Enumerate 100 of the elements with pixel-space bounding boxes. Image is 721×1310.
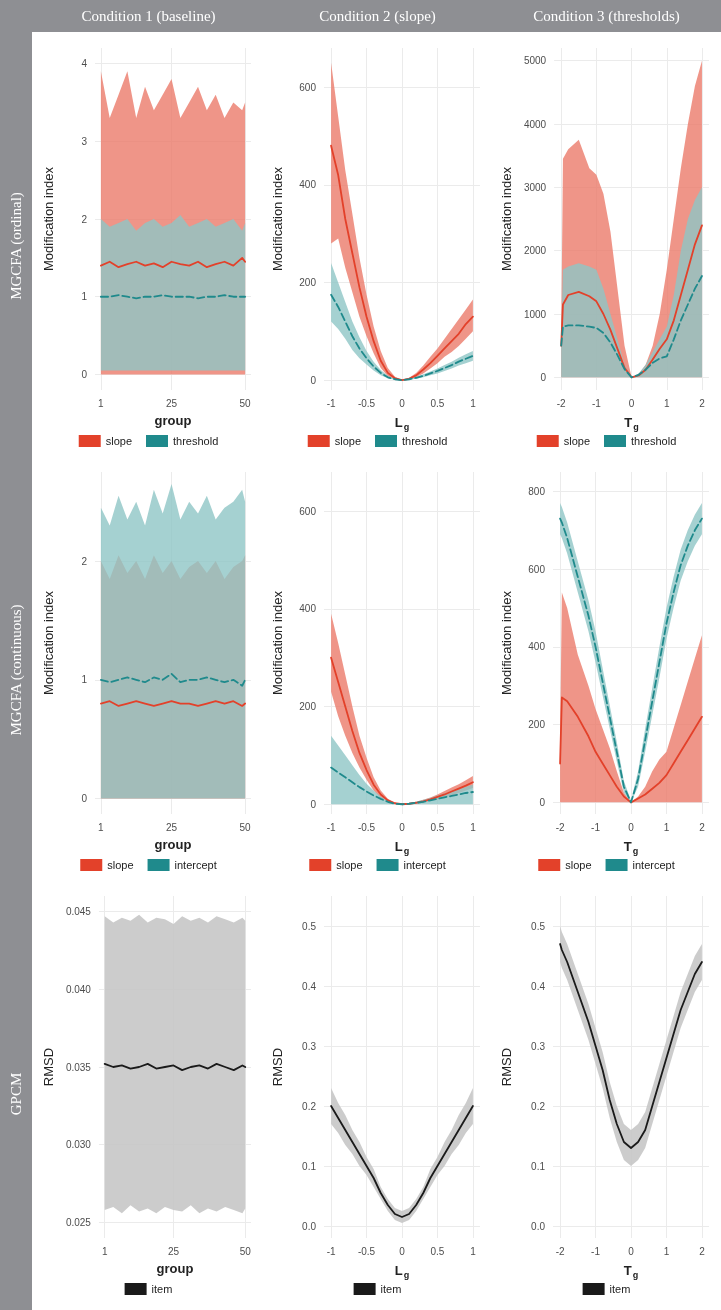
y-axis-title: Modification index: [499, 590, 514, 696]
x-tick-label: 2: [699, 821, 706, 833]
x-tick-label: 1: [470, 397, 477, 409]
legend-label: intercept: [403, 859, 446, 871]
y-axis-title: Modification index: [270, 590, 285, 696]
y-tick-label: 0.2: [531, 1100, 546, 1112]
x-tick-label: 50: [239, 397, 252, 409]
x-tick-label: -2: [555, 821, 565, 833]
y-tick-label: 0.5: [302, 920, 317, 932]
legend-label: threshold: [631, 435, 677, 447]
y-tick-label: 0.1: [302, 1160, 317, 1172]
y-tick-label: 4: [81, 58, 88, 70]
y-tick-label: 0: [81, 368, 88, 380]
x-tick-label: 1: [98, 397, 105, 409]
y-tick-label: 0.045: [65, 906, 92, 918]
x-tick-label: 1: [98, 821, 105, 833]
x-tick-label: 1: [470, 821, 477, 833]
x-tick-label: 1: [663, 1245, 670, 1257]
y-tick-label: 400: [299, 603, 317, 615]
y-tick-label: 0.4: [531, 980, 546, 992]
y-tick-label: 600: [528, 563, 546, 575]
x-axis-title: group: [156, 1261, 194, 1276]
y-axis-title: RMSD: [499, 1047, 514, 1087]
y-tick-label: 200: [528, 719, 546, 731]
y-tick-label: 1: [81, 291, 88, 303]
y-tick-label: 0.5: [531, 920, 546, 932]
y-tick-label: 0.0: [531, 1220, 546, 1232]
y-tick-label: 0.4: [302, 980, 317, 992]
y-tick-label: 800: [528, 485, 546, 497]
y-tick-label: 0.1: [531, 1160, 546, 1172]
x-tick-label: 0.5: [430, 821, 445, 833]
legend-label: intercept: [174, 859, 217, 871]
legend-label: intercept: [632, 859, 675, 871]
y-axis-title: Modification index: [270, 166, 285, 272]
x-tick-label: -1: [326, 397, 336, 409]
x-tick-label: 1: [101, 1245, 108, 1257]
x-tick-label: -2: [555, 1245, 565, 1257]
y-axis-title: RMSD: [41, 1047, 56, 1087]
legend-label: item: [380, 1283, 402, 1295]
legend-label: slope: [105, 435, 133, 447]
x-tick-label: 0: [628, 1245, 635, 1257]
x-tick-label: 25: [165, 821, 178, 833]
y-tick-label: 400: [299, 179, 317, 191]
x-tick-label: 2: [699, 1245, 706, 1257]
chart-title: Condition 2 (slope): [318, 7, 437, 26]
legend-label: item: [151, 1283, 173, 1295]
x-tick-label: 0.5: [430, 397, 445, 409]
y-tick-label: 0.3: [302, 1040, 317, 1052]
text: MGCFA (continuous): [7, 604, 25, 736]
legend-label: slope: [565, 859, 592, 871]
y-tick-label: 400: [528, 641, 546, 653]
y-tick-label: 0: [81, 793, 88, 805]
y-tick-label: 5000: [523, 55, 547, 67]
y-tick-label: 0.0: [302, 1220, 317, 1232]
y-tick-label: 600: [299, 81, 317, 93]
x-axis-title: group: [154, 413, 192, 428]
x-tick-label: 0: [628, 821, 635, 833]
y-tick-label: 0.035: [65, 1061, 92, 1073]
x-tick-label: 25: [167, 1245, 180, 1257]
y-tick-label: 0.040: [65, 983, 92, 995]
x-tick-label: 0.5: [430, 1245, 445, 1257]
y-axis-title: RMSD: [270, 1047, 285, 1087]
y-tick-label: 200: [299, 277, 317, 289]
y-tick-label: 3000: [523, 181, 547, 193]
x-tick-label: 2: [699, 397, 706, 409]
y-tick-label: 0.030: [65, 1139, 92, 1151]
legend-label: slope: [336, 859, 363, 871]
legend-label: threshold: [402, 435, 448, 447]
y-axis-title: Modification index: [41, 166, 56, 272]
legend-label: item: [609, 1283, 631, 1295]
legend-label: slope: [107, 859, 134, 871]
x-tick-label: 0: [628, 397, 635, 409]
y-tick-label: 3: [81, 135, 88, 147]
chart-title: Condition 3 (thresholds): [532, 7, 681, 26]
x-tick-label: 1: [663, 397, 670, 409]
x-tick-label: -0.5: [357, 397, 376, 409]
x-tick-label: -2: [556, 397, 567, 409]
y-tick-label: 0: [310, 798, 317, 810]
x-tick-label: -1: [591, 1245, 601, 1257]
y-axis-title: Modification index: [41, 590, 56, 696]
y-tick-label: 0: [310, 374, 317, 386]
y-tick-label: 1: [81, 674, 88, 686]
y-tick-label: 2: [81, 213, 88, 225]
x-tick-label: 1: [663, 821, 670, 833]
x-axis-title: group: [154, 837, 192, 852]
y-tick-label: 0.3: [531, 1040, 546, 1052]
x-tick-label: 50: [239, 821, 252, 833]
y-tick-label: 2: [81, 555, 88, 567]
text: GPCM: [7, 1072, 25, 1116]
x-tick-label: 0: [399, 397, 406, 409]
x-tick-label: 0: [399, 821, 406, 833]
y-tick-label: 0.2: [302, 1100, 317, 1112]
x-tick-label: -1: [591, 397, 602, 409]
x-tick-label: 1: [470, 1245, 477, 1257]
x-tick-label: 0: [399, 1245, 406, 1257]
y-tick-label: 200: [299, 701, 317, 713]
x-tick-label: -0.5: [357, 1245, 376, 1257]
x-tick-label: -1: [326, 821, 336, 833]
y-tick-label: 4000: [523, 118, 547, 130]
y-tick-label: 0: [540, 371, 547, 383]
